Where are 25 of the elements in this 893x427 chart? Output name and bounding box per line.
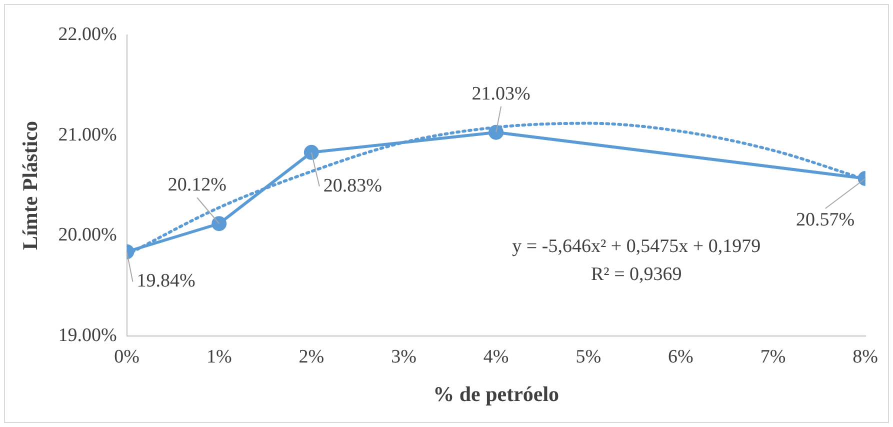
x-tick-label: 2% (298, 346, 324, 368)
data-label: 20.57% (796, 209, 855, 230)
x-tick-label: 3% (391, 346, 417, 368)
data-label: 21.03% (472, 83, 531, 104)
point (488, 124, 504, 140)
y-tick-label: 20.00% (58, 224, 117, 246)
data-label: 20.83% (323, 175, 382, 196)
x-tick-label: 6% (668, 346, 694, 368)
data-label: 20.12% (168, 174, 227, 196)
point (212, 216, 227, 232)
data-label: 19.84% (136, 270, 196, 292)
y-tick-label: 21.00% (58, 124, 117, 146)
x-tick-label: 0% (114, 346, 140, 368)
x-tick-label: 7% (760, 346, 786, 368)
annotation: R² = 0,9369 (590, 264, 682, 285)
point (304, 144, 319, 160)
annotation: y = -5,646x² + 0,5475x + 0,1979 (512, 236, 761, 257)
x-tick-label: 8% (852, 346, 878, 368)
x-tick-label: 1% (206, 346, 232, 368)
y-tick-label: 22.00% (58, 24, 117, 45)
x-tick-label: 4% (483, 346, 509, 368)
x-axis-title: % de petróelo (433, 382, 560, 406)
x-tick-label: 5% (576, 346, 602, 368)
y-tick-label: 19.00% (58, 324, 117, 346)
y-axis-title: Límte Plástico (18, 121, 42, 250)
